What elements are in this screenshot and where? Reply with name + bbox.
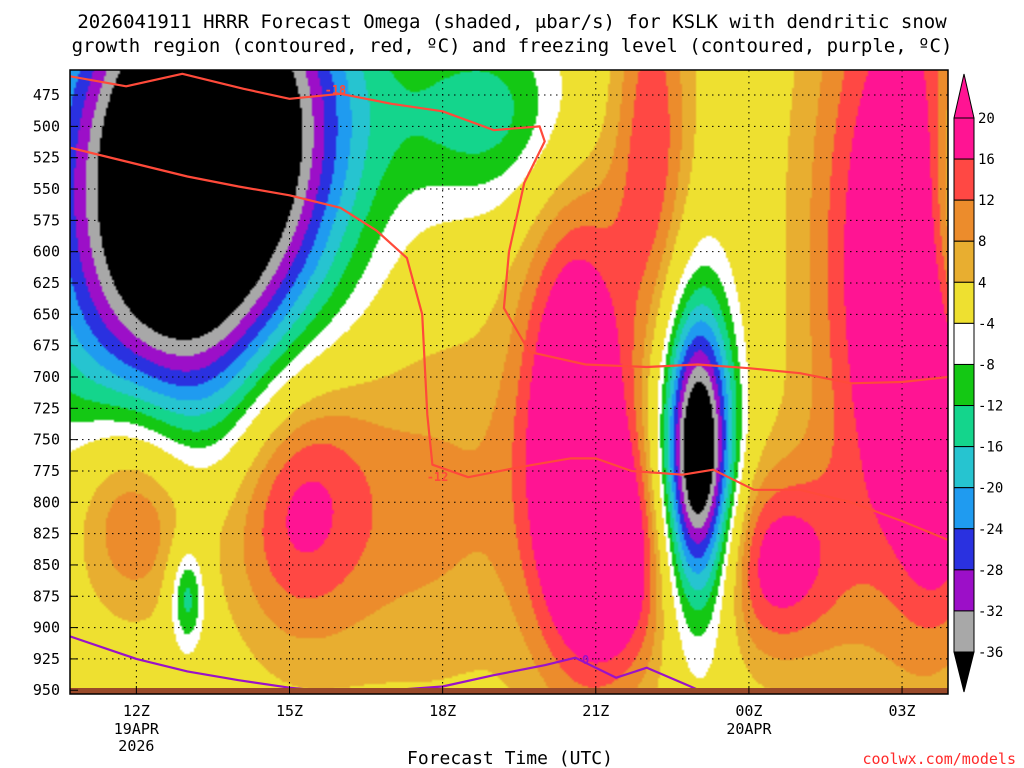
y-tick-label: 825 (33, 525, 60, 543)
omega-field-raster (70, 70, 948, 694)
plot-frame (69, 69, 949, 695)
colorbar-band (953, 240, 975, 283)
colorbar-label: 20 (978, 111, 995, 127)
colorbar-label: -20 (978, 481, 1003, 497)
x-tick-sublabel: 19APR (114, 720, 160, 738)
y-tick-label: 800 (33, 493, 60, 511)
colorbar-band (953, 569, 975, 612)
colorbar-label: -16 (978, 440, 1003, 456)
y-tick-label: 700 (33, 368, 60, 386)
credit-text: coolwx.com/models (862, 750, 1016, 768)
y-tick-label: 900 (33, 619, 60, 637)
pressure-axis: 475 500 525 550 575 600 625 650 675 700 725 750 775 8… (33, 86, 78, 699)
colorbar-label: -24 (978, 522, 1003, 538)
colorbar-max-arrow (953, 73, 975, 119)
y-tick-label: 600 (33, 243, 60, 261)
colorbar-label: 4 (978, 275, 986, 291)
colorbar-band (953, 610, 975, 653)
colorbar-band (953, 363, 975, 407)
y-tick-label: 500 (33, 117, 60, 135)
x-tick-label: 15Z (276, 702, 303, 720)
colorbar-label: 16 (978, 152, 995, 168)
x-tick-label: 03Z (889, 702, 916, 720)
colorbar-band (953, 487, 975, 530)
colorbar-label: -36 (978, 645, 1003, 661)
colorbar-min-arrow (953, 651, 975, 693)
y-tick-label: 575 (33, 211, 60, 229)
colorbar-band (953, 405, 975, 448)
x-tick-sublabel: 20APR (726, 720, 772, 738)
x-tick-label: 21Z (582, 702, 609, 720)
x-tick-label: 18Z (429, 702, 456, 720)
y-tick-label: 925 (33, 650, 60, 668)
colorbar: 20 16 12 8 4 -4 -8 -12 -16 -20 -24 -28 -32 -36 (953, 73, 1003, 693)
y-tick-label: 650 (33, 305, 60, 323)
colorbar-label: -32 (978, 604, 1003, 620)
y-tick-label: 750 (33, 431, 60, 449)
chart-title-line-2: growth region (contoured, red, ºC) and f… (72, 35, 953, 57)
x-tick-label: 12Z (123, 702, 150, 720)
colorbar-label: 12 (978, 193, 995, 209)
colorbar-label: -4 (978, 316, 995, 332)
x-axis-title: Forecast Time (UTC) (407, 748, 613, 768)
contour-dendritic--12 (70, 146, 948, 541)
y-tick-label: 875 (33, 587, 60, 605)
colorbar-label: -28 (978, 563, 1003, 579)
contour-dendritic--18 (70, 72, 948, 385)
colorbar-band (953, 199, 975, 242)
colorbar-label: 8 (978, 234, 986, 250)
colorbar-label: -12 (978, 399, 1003, 415)
y-tick-label: 625 (33, 274, 60, 292)
y-tick-label: 675 (33, 337, 60, 355)
colorbar-label: -8 (978, 357, 995, 373)
x-tick-sublabel: 2026 (118, 737, 154, 755)
y-tick-label: 950 (33, 681, 60, 699)
gridlines (70, 70, 948, 694)
y-tick-label: 525 (33, 149, 60, 167)
colorbar-band (953, 322, 975, 365)
y-tick-label: 550 (33, 180, 60, 198)
y-tick-label: 725 (33, 399, 60, 417)
colorbar-band (953, 528, 975, 571)
y-tick-label: 850 (33, 556, 60, 574)
y-tick-label: 775 (33, 462, 60, 480)
colorbar-band (953, 446, 975, 489)
colorbar-band (953, 117, 975, 160)
colorbar-band (953, 158, 975, 201)
contour-label: 0 (582, 653, 589, 667)
x-tick-label: 00Z (735, 702, 762, 720)
contour-label: -12 (427, 470, 449, 484)
y-tick-label: 475 (33, 86, 60, 104)
contour-label: -18 (325, 83, 347, 97)
chart-title-line-1: 2026041911 HRRR Forecast Omega (shaded, … (77, 11, 947, 33)
colorbar-band (953, 281, 975, 324)
ground-surface (70, 688, 948, 694)
omega-shading (70, 70, 948, 694)
